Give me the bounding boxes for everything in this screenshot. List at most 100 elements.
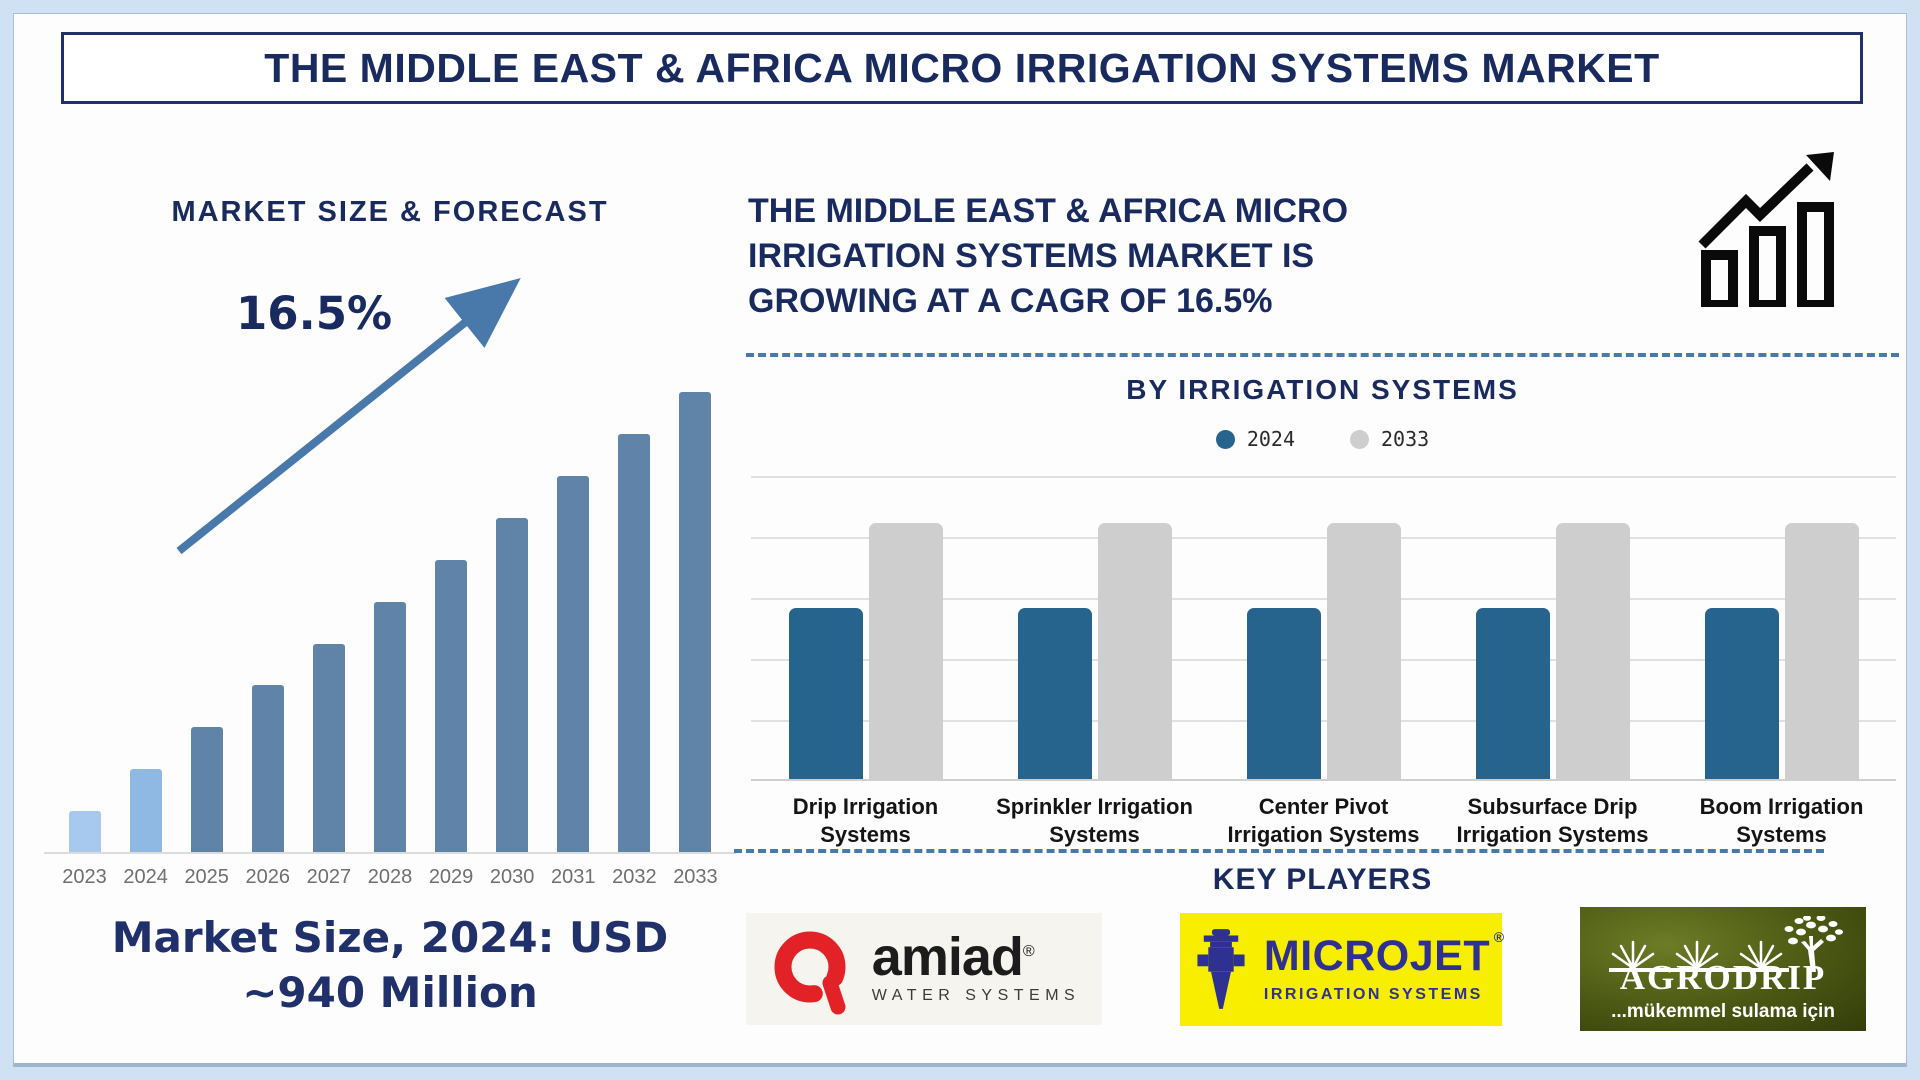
year-label-2031: 2031: [551, 866, 596, 888]
page-title: THE MIDDLE EAST & AFRICA MICRO IRRIGATIO…: [264, 44, 1660, 91]
forecast-bar-2028: [373, 602, 406, 853]
dashed-divider-bottom: [734, 849, 1824, 853]
market-size-forecast-section: MARKET SIZE & FORECAST 2023 2024 2025 2026 2…: [44, 121, 736, 1020]
forecast-bar-column-2029: 2029: [421, 241, 482, 889]
bar-2024-group-4: [1475, 608, 1550, 779]
forecast-bar-chart: 2023 2024 2025 2026 2027 2028 2029 2030 2031 2032…: [44, 241, 736, 889]
forecast-baseline: [44, 852, 736, 854]
legend-label-2033: 2033: [1381, 427, 1430, 451]
market-size-note: Market Size, 2024: USD ~940 Million: [44, 911, 736, 1020]
forecast-bar-2024: [129, 769, 162, 853]
forecast-bars: 2023 2024 2025 2026 2027 2028 2029 2030 2031 2032…: [44, 241, 736, 889]
title-box: THE MIDDLE EAST & AFRICA MICRO IRRIGATIO…: [61, 32, 1863, 104]
growth-chart-icon: [1698, 152, 1834, 307]
forecast-bar-column-2028: 2028: [359, 241, 420, 889]
bar-2024-group-1: [788, 608, 863, 779]
year-label-2025: 2025: [184, 866, 229, 888]
forecast-bar-2030: [496, 518, 529, 853]
forecast-bar-2025: [190, 727, 223, 853]
forecast-bar-2023: [68, 811, 101, 853]
bar-2024-group-3: [1246, 608, 1321, 779]
forecast-heading: MARKET SIZE & FORECAST: [171, 196, 609, 228]
forecast-bar-2026: [251, 685, 284, 853]
year-label-2028: 2028: [367, 866, 413, 888]
agrodrip-logo: AGRODRIP ...mükemmel sulama için: [1580, 907, 1866, 1031]
year-label-2027: 2027: [306, 866, 352, 888]
microjet-wordmark: MICROJET: [1263, 931, 1491, 980]
amiad-wordmark: amiad®: [871, 926, 1035, 987]
main-panel: THE MIDDLE EAST & AFRICA MICRO IRRIGATIO…: [13, 13, 1907, 1067]
category-label-4: Subsurface Drip Irrigation Systems: [1456, 794, 1649, 847]
amiad-logo: amiad® WATER SYSTEMS: [746, 913, 1102, 1025]
microjet-logo: MICROJET ® IRRIGATION SYSTEMS: [1180, 912, 1505, 1026]
market-size-note-line1: Market Size, 2024: USD: [111, 913, 669, 962]
agrodrip-wordmark: AGRODRIP: [1619, 957, 1827, 997]
amiad-registered-mark: ®: [1022, 942, 1035, 960]
forecast-bar-2027: [312, 644, 345, 853]
category-label-3: Center Pivot Irrigation Systems: [1227, 794, 1420, 847]
bar-2033-group-4: [1555, 523, 1630, 779]
microjet-registered-mark: ®: [1493, 928, 1505, 945]
legend-dot-2024: [1215, 429, 1235, 449]
legend-item-2033: 2033: [1350, 427, 1429, 451]
legend-label-2024: 2024: [1246, 427, 1295, 451]
bar-group-2: [980, 476, 1209, 779]
year-label-2024: 2024: [123, 866, 168, 888]
bar-group-3: [1209, 476, 1438, 779]
forecast-bar-column-2023: 2023: [54, 241, 115, 889]
trend-arrow-icon: [176, 278, 521, 555]
dashed-divider-top: [746, 353, 1899, 357]
year-label-2023: 2023: [62, 866, 107, 888]
category-label-1: Drip Irrigation Systems: [792, 794, 939, 847]
forecast-bar-column-2027: 2027: [298, 241, 359, 889]
cagr-headline-line2: IRRIGATION SYSTEMS MARKET IS: [748, 236, 1315, 275]
bar-group-1: [751, 476, 980, 779]
key-players-heading: KEY PLAYERS: [1212, 863, 1433, 896]
cagr-label: 16.5%: [236, 287, 393, 340]
bar-2033-group-5: [1784, 523, 1859, 779]
forecast-bar-2029: [435, 560, 468, 853]
forecast-bar-column-2026: 2026: [237, 241, 298, 889]
forecast-bar-column-2025: 2025: [176, 241, 237, 889]
forecast-bar-column-2032: 2032: [604, 241, 665, 889]
microjet-subtitle: IRRIGATION SYSTEMS: [1263, 985, 1483, 1003]
chart-legend: 2024 2033: [746, 427, 1899, 451]
bar-group-5: [1667, 476, 1896, 779]
by-irrigation-systems-section: THE MIDDLE EAST & AFRICA MICRO IRRIGATIO…: [734, 121, 1899, 1061]
bar-2033-group-3: [1326, 523, 1401, 779]
year-label-2029: 2029: [428, 866, 474, 888]
market-size-note-line2: ~940 Million: [242, 967, 538, 1017]
year-label-2032: 2032: [612, 866, 657, 888]
bar-group-4: [1438, 476, 1667, 779]
grouped-bar-chart: [751, 476, 1896, 781]
bar-2033-group-1: [868, 523, 943, 779]
forecast-bar-column-2024: 2024: [115, 241, 176, 889]
forecast-bar-2033: [679, 392, 712, 853]
amiad-subtitle: WATER SYSTEMS: [871, 987, 1081, 1005]
category-label-5: Boom Irrigation Systems: [1699, 794, 1864, 847]
bar-2024-group-2: [1017, 608, 1092, 779]
forecast-bar-column-2033: 2033: [665, 241, 726, 889]
cagr-headline-line3: GROWING AT A CAGR OF 16.5%: [748, 281, 1273, 320]
forecast-bar-column-2030: 2030: [482, 241, 543, 889]
by-irrigation-systems-heading: BY IRRIGATION SYSTEMS: [1126, 374, 1519, 405]
amiad-symbol-icon: [774, 931, 846, 1015]
cagr-headline: THE MIDDLE EAST & AFRICA MICRO IRRIGATIO…: [748, 189, 1348, 324]
year-label-2033: 2033: [673, 866, 718, 888]
bar-2033-group-2: [1097, 523, 1172, 779]
agrodrip-grass-tree-icon: [1609, 915, 1843, 972]
legend-item-2024: 2024: [1215, 427, 1295, 451]
forecast-bar-2032: [618, 434, 651, 853]
cagr-headline-line1: THE MIDDLE EAST & AFRICA MICRO: [748, 192, 1349, 230]
category-labels-row: Drip Irrigation Systems Sprinkler Irrigati…: [751, 793, 1896, 848]
bar-2024-group-5: [1704, 608, 1779, 779]
agrodrip-tagline: ...mükemmel sulama için: [1611, 1000, 1835, 1022]
year-label-2030: 2030: [489, 866, 535, 888]
forecast-bar-column-2031: 2031: [543, 241, 604, 889]
year-label-2026: 2026: [245, 866, 291, 888]
key-players-logos-row: amiad® WATER SYSTEMS: [746, 907, 1866, 1031]
forecast-bar-2031: [557, 476, 590, 853]
category-label-2: Sprinkler Irrigation Systems: [996, 794, 1193, 847]
legend-dot-2033: [1350, 429, 1369, 449]
